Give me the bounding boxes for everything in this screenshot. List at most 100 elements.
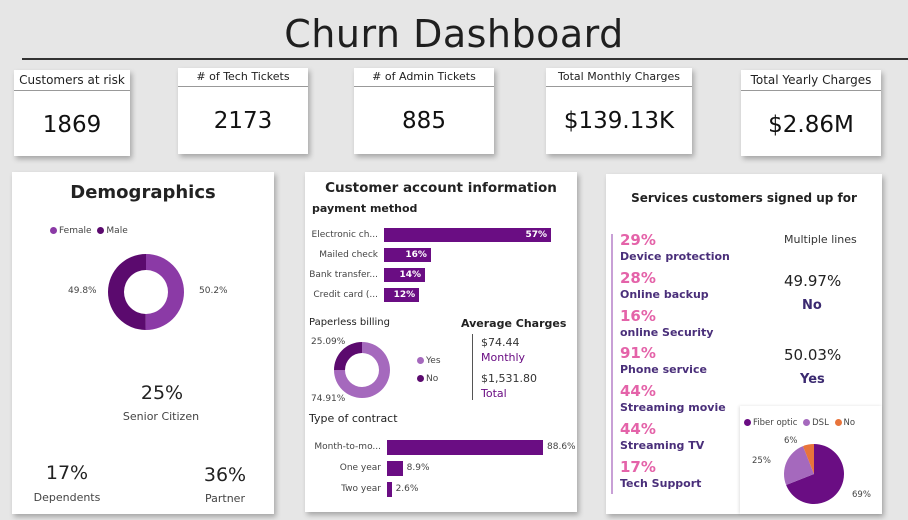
legend-label: Male xyxy=(106,226,128,236)
kpi-value: 885 xyxy=(402,108,446,134)
internet-slice-fiber-optic[interactable] xyxy=(786,444,844,504)
paperless-legend-no[interactable]: No xyxy=(417,374,438,384)
bar-mailed-check[interactable] xyxy=(384,248,431,262)
title-underline xyxy=(22,58,908,60)
internet-value-no: 6% xyxy=(784,436,798,446)
paperless-slice-no[interactable] xyxy=(334,342,362,371)
kpi-card-admin-tickets[interactable]: # of Admin Tickets 885 xyxy=(354,68,494,154)
kpi-card-yearly-charges[interactable]: Total Yearly Charges $2.86M xyxy=(741,70,881,156)
partner-value: 36% xyxy=(203,464,247,486)
kpi-divider xyxy=(178,86,308,87)
legend-label: DSL xyxy=(812,418,829,428)
services-accent-bar xyxy=(611,234,613,494)
kpi-label: # of Tech Tickets xyxy=(196,70,290,83)
kpi-value: $139.13K xyxy=(563,108,675,134)
contract-type-title: Type of contract xyxy=(309,412,398,425)
legend-item-no[interactable]: No xyxy=(834,418,856,428)
service-name: Device protection xyxy=(620,250,730,263)
legend-label: No xyxy=(843,418,856,428)
gender-donut-chart[interactable] xyxy=(106,252,186,332)
paperless-value-yes: 74.91% xyxy=(311,394,346,404)
service-pct: 44% xyxy=(620,420,656,438)
bar-two-year[interactable] xyxy=(387,482,392,497)
service-pct: 44% xyxy=(620,382,656,401)
paperless-slice-yes[interactable] xyxy=(334,342,390,398)
service-name: online Security xyxy=(620,325,714,339)
kpi-value: 1869 xyxy=(42,112,102,138)
gender-slice-female[interactable] xyxy=(145,254,184,330)
legend-item-male[interactable]: Male xyxy=(97,226,128,236)
service-name: Streaming movie xyxy=(620,401,726,415)
account-panel: Customer account information payment met… xyxy=(305,172,577,512)
dependents-value: 17% xyxy=(45,462,89,484)
bar-one-year[interactable] xyxy=(387,461,403,476)
bar-category-label: Bank transfer... xyxy=(309,270,378,280)
paperless-billing-title: Paperless billing xyxy=(309,317,390,328)
internet-value-fiber: 69% xyxy=(852,490,871,500)
demographics-title: Demographics xyxy=(70,182,216,203)
service-pct: 91% xyxy=(620,344,656,363)
internet-value-dsl: 25% xyxy=(752,456,771,466)
legend-label: Fiber optic xyxy=(753,418,798,428)
bar-bank-transfer-[interactable] xyxy=(384,268,426,282)
service-name: Phone service xyxy=(620,363,707,377)
gender-value-female: 50.2% xyxy=(199,286,228,296)
legend-item-fiber[interactable]: Fiber optic xyxy=(744,418,797,428)
page-title: Churn Dashboard xyxy=(284,12,624,56)
kpi-card-customers-at-risk[interactable]: Customers at risk 1869 xyxy=(14,70,130,156)
bar-value-label: 12% xyxy=(393,290,416,300)
bar-category-label: One year xyxy=(339,463,381,473)
kpi-divider xyxy=(354,86,494,87)
service-name: Online backup xyxy=(620,287,709,301)
bar-electronic-ch-[interactable] xyxy=(384,228,551,242)
fiber-swatch xyxy=(744,419,751,426)
kpi-label: Customers at risk xyxy=(19,73,125,87)
service-name: Streaming TV xyxy=(620,439,705,452)
kpi-divider xyxy=(14,90,130,91)
no-swatch xyxy=(834,419,842,426)
multiple-lines-title: Multiple lines xyxy=(784,233,857,246)
kpi-card-tech-tickets[interactable]: # of Tech Tickets 2173 xyxy=(178,68,308,154)
legend-item-female[interactable]: Female xyxy=(50,226,92,236)
avg-total-label: Total xyxy=(481,387,507,400)
partner-label: Partner xyxy=(205,492,245,505)
multiple-lines-yes-label: Yes xyxy=(800,372,825,387)
internet-slice-dsl[interactable] xyxy=(784,446,814,486)
average-charges-title: Average Charges xyxy=(461,317,567,330)
service-name: Tech Support xyxy=(620,476,702,490)
service-pct: 29% xyxy=(620,231,656,249)
kpi-divider xyxy=(741,90,881,91)
bar-category-label: Two year xyxy=(341,484,381,494)
service-pct: 17% xyxy=(620,457,656,476)
bar-value-label: 16% xyxy=(405,250,427,260)
male-swatch xyxy=(97,227,105,234)
kpi-label: Total Monthly Charges xyxy=(558,70,680,83)
legend-label: No xyxy=(426,374,439,384)
gender-value-male: 49.8% xyxy=(68,286,97,296)
multiple-lines-yes-pct: 50.03% xyxy=(784,346,842,364)
bar-month-to-mo-[interactable] xyxy=(387,440,543,455)
bar-category-label: Credit card (... xyxy=(313,290,378,300)
kpi-card-monthly-charges[interactable]: Total Monthly Charges $139.13K xyxy=(546,68,692,154)
payment-method-chart: Electronic ch... 57% Mailed check 16% Bank t… xyxy=(305,228,577,308)
gender-slice-male[interactable] xyxy=(107,254,146,330)
bar-value-label: 57% xyxy=(525,230,547,240)
kpi-divider xyxy=(546,86,692,87)
bar-category-label: Electronic ch... xyxy=(311,230,378,240)
service-pct: 28% xyxy=(620,268,656,287)
paperless-legend-yes[interactable]: Yes xyxy=(417,356,441,366)
dependents-label: Dependents xyxy=(33,491,101,504)
bar-category-label: Mailed check xyxy=(319,250,378,260)
bar-credit-card-[interactable] xyxy=(384,288,420,302)
internet-service-pie[interactable] xyxy=(782,442,846,506)
no-swatch xyxy=(417,375,424,382)
avg-monthly-value: $74.44 xyxy=(481,336,520,349)
legend-item-dsl[interactable]: DSL xyxy=(803,418,829,428)
avg-total-value: $1,531.80 xyxy=(481,372,537,385)
legend-label: Yes xyxy=(426,356,441,366)
paperless-billing-donut[interactable] xyxy=(333,341,391,399)
internet-slice-no[interactable] xyxy=(802,444,814,474)
average-charges-divider xyxy=(472,334,473,400)
paperless-value-no: 25.09% xyxy=(311,337,346,347)
contract-type-chart: Month-to-mo... 88.6% One year 8.9% Two year 2… xyxy=(305,440,577,504)
